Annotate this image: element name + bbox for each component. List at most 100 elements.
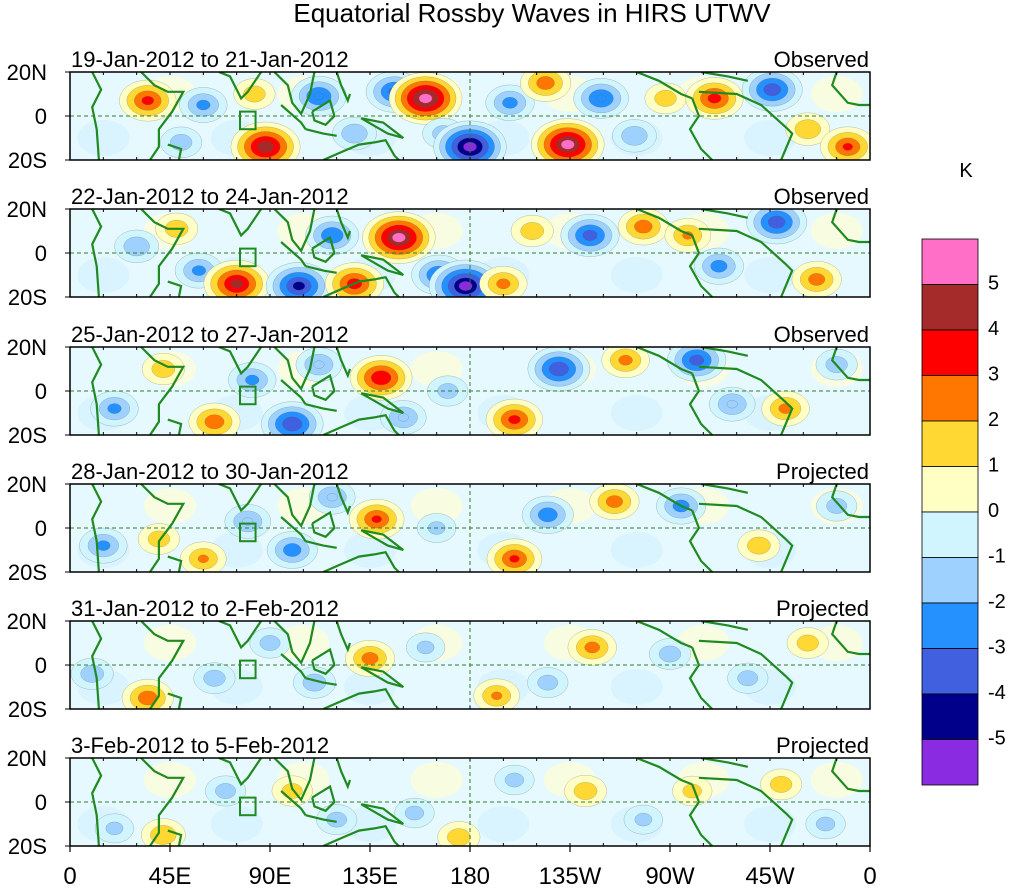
anomaly-blob [486, 538, 543, 572]
y-tick-label: 20N [7, 609, 47, 634]
coastline [140, 209, 186, 297]
coastline [700, 72, 749, 82]
colorbar-label: -2 [988, 591, 1006, 613]
anomaly-blob [437, 821, 481, 846]
anomaly-blob [141, 353, 185, 386]
anomaly-blob [180, 541, 227, 572]
x-tick-label: 135W [539, 863, 602, 890]
colorbar-label: 3 [988, 364, 999, 386]
coastline [167, 829, 183, 846]
y-tick-label: 0 [35, 241, 47, 266]
panel-date-range: 31-Jan-2012 to 2-Feb-2012 [71, 596, 339, 621]
anomaly-blob [494, 764, 535, 796]
coastline [335, 347, 352, 379]
anomaly-blob [205, 775, 247, 807]
coastline [322, 824, 400, 846]
anomaly-blob [394, 797, 435, 829]
panel-kind: Observed [774, 322, 869, 347]
anomaly-blob [291, 75, 347, 117]
coastline [636, 484, 693, 512]
coastline [360, 392, 404, 415]
coastline [322, 687, 400, 709]
coastline [273, 72, 316, 116]
anomaly-blob [114, 229, 159, 263]
y-tick-label: 20S [8, 423, 47, 448]
region-box [239, 247, 257, 268]
y-tick-label: 20S [8, 285, 47, 310]
coastline [688, 235, 713, 297]
anomaly-blob [388, 72, 463, 125]
anomaly-blob [786, 627, 829, 659]
coastline [311, 235, 336, 264]
coastline [140, 758, 186, 846]
coastline [700, 758, 749, 768]
coastline [688, 98, 713, 160]
y-tick-label: 20N [7, 60, 47, 85]
coastline [305, 403, 337, 412]
anomaly-blob [179, 87, 228, 123]
anomaly-blob [746, 209, 808, 245]
coastline [688, 510, 713, 572]
coastline [311, 647, 336, 676]
anomaly-blob [479, 266, 528, 297]
x-tick-label: 90W [645, 863, 695, 890]
coastline [636, 621, 693, 649]
anomaly-blob [266, 531, 318, 569]
anomaly-blob [727, 662, 769, 694]
y-tick-label: 20S [8, 834, 47, 859]
anomaly-blob [667, 347, 727, 382]
coastline [688, 373, 713, 435]
anomaly-blob [560, 213, 620, 257]
coastline [700, 209, 749, 219]
anomaly-blob [617, 209, 669, 246]
coastline [273, 347, 316, 391]
coastline [140, 484, 186, 572]
colorbar-label: -3 [988, 637, 1006, 659]
coastline [636, 347, 693, 375]
anomaly-blob [119, 79, 177, 122]
panel-3: 25-Jan-2012 to 27-Jan-2012 Observed 20N 0 20… [7, 322, 871, 448]
coastline [360, 666, 404, 689]
y-tick-label: 20N [7, 197, 47, 222]
coastline [280, 104, 307, 130]
colorbar-swatch [921, 511, 979, 558]
colorbar-label: 0 [988, 500, 999, 522]
anomaly-blob [589, 484, 640, 520]
coastline [140, 347, 186, 435]
panel-date-range: 3-Feb-2012 to 5-Feb-2012 [71, 733, 329, 758]
anomaly-blob [805, 808, 846, 840]
coastline [322, 275, 400, 297]
anomaly-blob [485, 84, 535, 121]
panel-5: 31-Jan-2012 to 2-Feb-2012 Projected 20N 0 20… [7, 596, 871, 722]
coastline [280, 379, 307, 405]
coastline [335, 72, 352, 104]
y-tick-label: 0 [35, 516, 47, 541]
coastline [218, 621, 263, 650]
anomaly-blob [820, 126, 870, 160]
x-tick-label: 0 [63, 863, 76, 890]
anomaly-blob [527, 347, 591, 392]
anomaly-blob [121, 679, 174, 709]
coastline [311, 784, 336, 813]
anomaly-blob [612, 119, 657, 153]
y-tick-label: 20S [8, 560, 47, 585]
coastline [280, 653, 307, 679]
coastline [218, 347, 263, 376]
anomaly-blob [644, 82, 687, 115]
anomaly-blob [709, 387, 756, 422]
anomaly-blob [224, 504, 271, 539]
coastline [91, 347, 103, 435]
anomaly-blob [737, 529, 781, 562]
panel-date-range: 19-Jan-2012 to 21-Jan-2012 [71, 47, 349, 72]
anomaly-blob [672, 775, 713, 807]
anomaly-blob [305, 215, 360, 255]
colorbar-label: 2 [988, 409, 999, 431]
anomaly-blob [785, 112, 831, 146]
colorbar-swatch [921, 693, 979, 740]
coastline [636, 209, 693, 237]
colorbar-swatch [921, 648, 979, 695]
coastline [360, 254, 404, 277]
anomaly-blob [485, 398, 544, 435]
coastline [273, 484, 316, 528]
coastline [830, 758, 870, 793]
